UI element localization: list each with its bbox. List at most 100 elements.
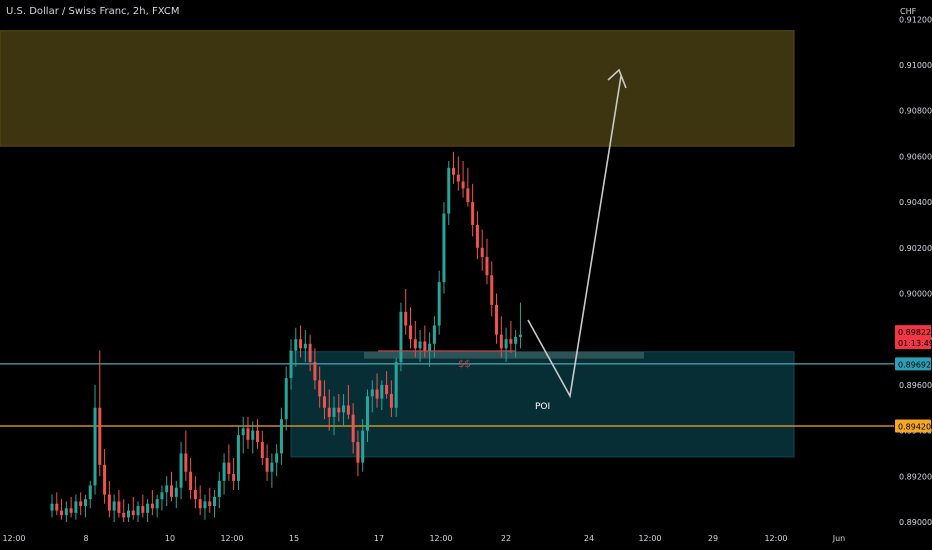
- candle-body-41: [246, 428, 250, 440]
- candle-body-36: [222, 462, 226, 481]
- candle-body-75: [409, 325, 412, 340]
- candle-body-93: [495, 304, 499, 335]
- candle-body-80: [432, 325, 436, 344]
- candle-body-32: [203, 501, 207, 509]
- candle-body-11: [103, 464, 107, 495]
- candle-body-18: [136, 506, 140, 516]
- projection-arrowhead: [607, 68, 627, 89]
- price-tag-countdown: 01:13:49: [898, 339, 932, 348]
- candle-body-68: [375, 389, 379, 399]
- candle-body-83: [447, 167, 451, 214]
- y-tick-label-8: 0.90600: [899, 152, 932, 161]
- candle-body-95: [504, 339, 508, 349]
- candle-body-88: [471, 202, 475, 225]
- candle-body-52: [299, 339, 303, 349]
- candle-body-3: [64, 508, 68, 516]
- candle-body-79: [428, 343, 432, 351]
- price-tag-text-1: 0.89692: [898, 360, 931, 369]
- candle-body-21: [150, 503, 154, 509]
- price-tag-1: [895, 357, 931, 371]
- y-tick-label-10: 0.91000: [899, 61, 932, 70]
- zones-layer: [0, 30, 795, 458]
- candle-body-46: [270, 462, 274, 472]
- price-tag-2: [895, 419, 931, 433]
- x-tick-label-1: 8: [83, 534, 88, 543]
- candle-body-16: [126, 510, 130, 518]
- candle-body-27: [179, 453, 183, 488]
- candle-body-35: [217, 480, 221, 497]
- candle-body-43: [256, 430, 260, 443]
- candle-body-31: [198, 499, 202, 509]
- candle-body-50: [289, 350, 293, 379]
- candle-body-39: [236, 435, 240, 481]
- candle-body-22: [155, 499, 159, 509]
- price-tag-text-2: 0.89420: [898, 423, 931, 432]
- x-tick-label-9: 12:00: [638, 534, 661, 543]
- horizontal-lines-layer: [0, 363, 894, 427]
- liquidity-box: [364, 351, 644, 359]
- x-tick-label-2: 10: [165, 534, 175, 543]
- x-tick-label-12: Jun: [832, 534, 846, 543]
- candle-body-51: [294, 339, 298, 351]
- candle-body-0: [50, 503, 54, 511]
- currency-label: CHF: [900, 7, 917, 16]
- candle-body-1: [55, 503, 59, 511]
- x-tick-label-7: 22: [501, 534, 511, 543]
- candle-body-26: [174, 487, 178, 497]
- candle-body-2: [60, 510, 64, 516]
- candle-body-47: [275, 453, 279, 463]
- candle-body-10: [98, 407, 102, 465]
- x-tick-label-4: 15: [289, 534, 299, 543]
- y-tick-label-11: 0.91200: [899, 15, 932, 24]
- candle-body-58: [327, 407, 331, 417]
- candle-body-72: [394, 362, 398, 408]
- candle-body-76: [413, 339, 417, 349]
- projection-path: [527, 75, 622, 399]
- candle-body-63: [351, 414, 355, 443]
- candle-body-15: [122, 512, 126, 518]
- candle-body-56: [318, 380, 322, 397]
- candle-body-78: [423, 341, 427, 351]
- chart-title: U.S. Dollar / Swiss Franc, 2h, FXCM: [6, 6, 180, 17]
- candle-body-23: [160, 492, 164, 500]
- candle-body-57: [322, 396, 326, 408]
- candle-body-85: [456, 174, 460, 182]
- x-tick-label-6: 12:00: [429, 534, 452, 543]
- candle-body-13: [112, 501, 116, 511]
- candle-body-67: [370, 389, 374, 397]
- candle-body-98: [518, 334, 522, 337]
- candle-body-82: [442, 213, 446, 283]
- y-tick-label-1: 0.89200: [899, 472, 932, 481]
- supply-zone: [0, 30, 795, 147]
- candle-body-49: [284, 378, 288, 420]
- candle-body-29: [189, 471, 193, 491]
- candle-body-94: [499, 334, 503, 349]
- candle-body-61: [342, 405, 346, 413]
- x-tick-label-5: 17: [374, 534, 384, 543]
- price-tag-text-0: 0.89822: [898, 328, 931, 337]
- candle-body-86: [461, 181, 465, 189]
- candle-body-73: [399, 311, 403, 363]
- candle-body-33: [208, 501, 212, 507]
- candle-body-37: [227, 462, 231, 475]
- candle-body-4: [69, 508, 73, 513]
- candle-body-92: [490, 275, 494, 305]
- x-tick-label-3: 12:00: [220, 534, 243, 543]
- candle-body-40: [241, 428, 245, 436]
- candle-body-64: [356, 442, 360, 463]
- candle-body-34: [213, 496, 217, 507]
- candle-body-5: [74, 501, 78, 513]
- price-axis[interactable]: CHF 0.890000.892000.894000.896000.898000…: [899, 7, 932, 527]
- candle-body-90: [480, 247, 484, 257]
- candle-body-14: [117, 501, 121, 513]
- time-axis[interactable]: 12:00 8 10 12:00 15 17 12:00 22 24 12:00 29 12:00 Ju…: [2, 534, 845, 543]
- candle-body-84: [452, 167, 456, 175]
- candle-body-91: [485, 256, 489, 276]
- candle-body-74: [404, 311, 408, 326]
- candle-body-38: [232, 474, 236, 481]
- candle-body-60: [337, 407, 341, 413]
- candle-body-55: [313, 362, 317, 381]
- candle-body-97: [514, 336, 518, 344]
- candle-body-20: [146, 503, 150, 513]
